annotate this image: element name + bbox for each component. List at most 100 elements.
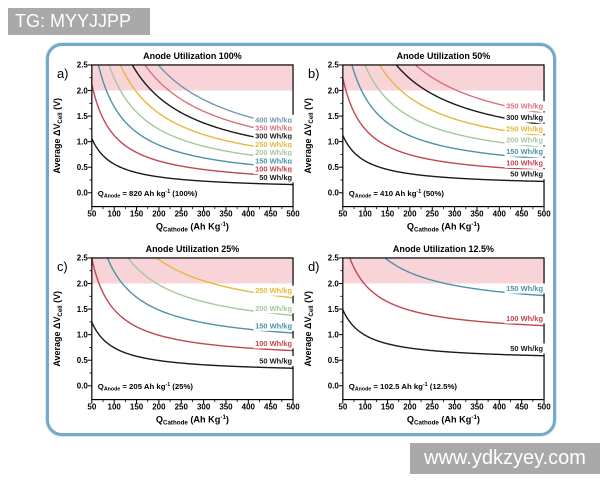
x-tick-label: 250 <box>175 210 189 219</box>
curve-label-bg <box>253 164 294 175</box>
x-tick-label: 350 <box>219 210 233 219</box>
y-tick-label: 0.0 <box>328 381 340 390</box>
curve-50-whkg <box>91 138 294 186</box>
panel-letter: d) <box>308 258 320 273</box>
y-tick-label: 0.5 <box>328 163 340 172</box>
plot-frame <box>342 256 545 400</box>
x-tick-label: 100 <box>359 402 373 411</box>
curve-label-bg <box>253 122 294 133</box>
watermark-bottom-right: www.ydkzyey.com <box>410 443 600 474</box>
y-tick-label: 2.0 <box>77 279 89 288</box>
panel-grid: 50 100 150 200 250 300 350 400 450 500 0.0 0.5 1.0 1.… <box>50 47 552 432</box>
curve-label-bg <box>504 101 545 112</box>
curve-label-bg <box>504 123 545 134</box>
curve-100-whkg <box>349 257 544 326</box>
x-axis-label: QCathode (Ah Kg-1) <box>407 221 480 234</box>
y-tick-label: 1.0 <box>328 137 340 146</box>
curve-label-bg <box>253 147 294 158</box>
x-tick-label: 50 <box>338 210 347 219</box>
curve-label-350-whkg: 350 Wh/kg <box>255 123 292 132</box>
x-tick-label: 450 <box>264 210 278 219</box>
x-tick-label: 100 <box>108 402 122 411</box>
x-tick-label: 50 <box>338 402 347 411</box>
curve-label-250-whkg: 250 Wh/kg <box>255 140 292 149</box>
curve-label-bg <box>504 157 545 168</box>
x-tick-label: 400 <box>242 402 256 411</box>
y-tick-label: 2.5 <box>328 253 340 262</box>
x-tick-label: 500 <box>537 210 551 219</box>
x-tick-label: 150 <box>381 402 395 411</box>
curve-50-whkg <box>91 321 294 369</box>
y-axis-label: Average ΔVCell (V) <box>303 290 315 366</box>
curve-label-bg <box>253 131 294 142</box>
curve-label-bg <box>504 112 545 123</box>
curve-label-bg <box>504 146 545 157</box>
curve-label-bg <box>253 320 294 331</box>
curve-100-whkg <box>91 257 294 351</box>
curve-label-150-whkg: 150 Wh/kg <box>506 283 543 292</box>
curve-label-150-whkg: 150 Wh/kg <box>506 147 543 156</box>
panel-c-chart: 50 100 150 200 250 300 350 400 450 500 0.0 0.5 1.0 1.… <box>52 243 300 426</box>
y-tick-label: 1.5 <box>77 112 89 121</box>
curve-label-bg <box>504 282 545 293</box>
curve-label-bg <box>253 114 294 125</box>
x-tick-label: 500 <box>286 402 300 411</box>
x-tick-label: 200 <box>403 210 417 219</box>
y-tick-label: 1.0 <box>77 330 89 339</box>
x-tick-label: 300 <box>448 402 462 411</box>
x-tick-label: 250 <box>175 402 189 411</box>
panel-a-chart: 50 100 150 200 250 300 350 400 450 500 0.0 0.5 1.0 1.… <box>52 51 300 234</box>
x-tick-label: 450 <box>264 402 278 411</box>
q-anode-annotation: QAnode = 820 Ah kg-1 (100%) <box>98 189 198 200</box>
q-anode-annotation: QAnode = 205 Ah kg-1 (25%) <box>98 381 194 392</box>
curve-label-bg <box>257 172 294 183</box>
x-tick-label: 350 <box>219 402 233 411</box>
curve-50-whkg <box>342 308 545 356</box>
y-tick-label: 2.5 <box>328 61 340 70</box>
y-tick-label: 0.5 <box>328 356 340 365</box>
y-tick-label: 1.0 <box>77 137 89 146</box>
y-tick-label: 2.0 <box>77 86 89 95</box>
curve-label-bg <box>504 312 545 323</box>
curve-label-50-whkg: 50 Wh/kg <box>259 173 292 182</box>
panel-letter: b) <box>308 66 320 81</box>
curve-label-200-whkg: 200 Wh/kg <box>255 303 292 312</box>
over-voltage-band <box>91 64 294 91</box>
y-tick-label: 2.0 <box>328 86 340 95</box>
curve-label-100-whkg: 100 Wh/kg <box>506 313 543 322</box>
curve-label-bg <box>508 343 545 354</box>
x-tick-label: 200 <box>152 402 166 411</box>
curve-label-bg <box>253 337 294 348</box>
x-tick-label: 350 <box>470 402 484 411</box>
y-tick-label: 0.0 <box>328 189 340 198</box>
curve-label-200-whkg: 200 Wh/kg <box>506 136 543 145</box>
q-anode-annotation: QAnode = 102.5 Ah kg-1 (12.5%) <box>349 381 458 392</box>
y-tick-label: 1.5 <box>77 304 89 313</box>
panel-title: Anode Utilization 100% <box>143 51 242 61</box>
panel-letter: a) <box>57 66 69 81</box>
y-tick-label: 2.5 <box>77 253 89 262</box>
curve-label-300-whkg: 300 Wh/kg <box>255 132 292 141</box>
x-tick-label: 250 <box>426 402 440 411</box>
panel-title: Anode Utilization 12.5% <box>393 243 494 253</box>
panel-title: Anode Utilization 50% <box>397 51 491 61</box>
over-voltage-band <box>342 257 545 284</box>
y-axis-label: Average ΔVCell (V) <box>303 98 315 174</box>
y-tick-label: 2.5 <box>77 61 89 70</box>
panel-title: Anode Utilization 25% <box>146 243 240 253</box>
curve-100-whkg <box>342 77 545 171</box>
y-axis-label: Average ΔVCell (V) <box>52 98 64 174</box>
x-tick-label: 300 <box>448 210 462 219</box>
x-tick-label: 500 <box>537 402 551 411</box>
curve-label-300-whkg: 300 Wh/kg <box>506 113 543 122</box>
curve-50-whkg <box>342 135 545 183</box>
y-tick-label: 0.0 <box>77 189 89 198</box>
x-tick-label: 300 <box>197 210 211 219</box>
x-tick-label: 400 <box>493 210 507 219</box>
x-axis-label: QCathode (Ah Kg-1) <box>407 414 480 427</box>
y-axis-label: Average ΔVCell (V) <box>52 290 64 366</box>
x-axis-label: QCathode (Ah Kg-1) <box>156 221 229 234</box>
curve-label-100-whkg: 100 Wh/kg <box>255 165 292 174</box>
x-tick-label: 200 <box>152 210 166 219</box>
